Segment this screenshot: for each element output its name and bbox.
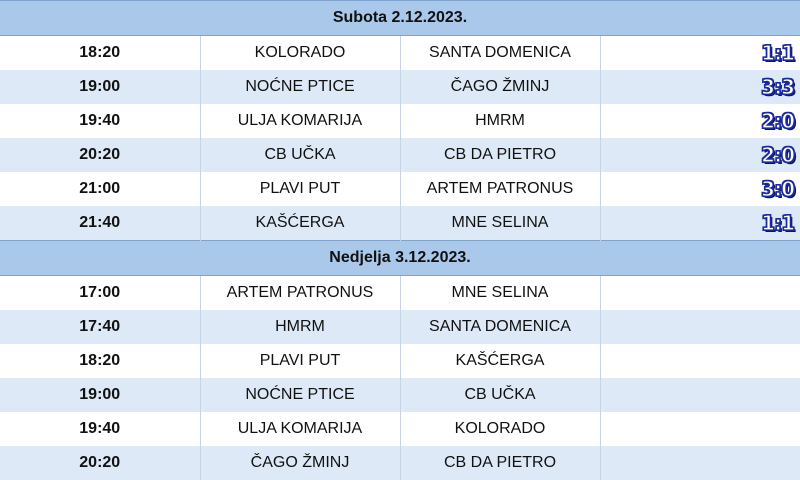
day-header: Nedjelja 3.12.2023. — [0, 240, 800, 276]
match-time: 18:20 — [0, 35, 201, 70]
match-score-cell: 3:0 — [600, 172, 800, 206]
away-team: ARTEM PATRONUS — [400, 172, 601, 206]
match-row: 19:40 ULJA KOMARIJA KOLORADO — [0, 412, 800, 446]
match-row: 18:20 KOLORADO SANTA DOMENICA 1:1 — [0, 35, 800, 70]
match-time: 19:00 — [0, 378, 201, 412]
match-score: 1:1 — [761, 210, 796, 235]
match-row: 19:00 NOĆNE PTICE CB UČKA — [0, 378, 800, 412]
away-team: HMRM — [400, 104, 601, 138]
match-row: 18:20 PLAVI PUT KAŠĆERGA — [0, 344, 800, 378]
home-team: ULJA KOMARIJA — [200, 412, 401, 446]
home-team: NOĆNE PTICE — [200, 70, 401, 104]
match-score-cell: 1:1 — [600, 35, 800, 70]
match-row: 20:20 ČAGO ŽMINJ CB DA PIETRO — [0, 446, 800, 480]
home-team: CB UČKA — [200, 138, 401, 172]
home-team: ARTEM PATRONUS — [200, 275, 401, 310]
home-team: PLAVI PUT — [200, 344, 401, 378]
match-time: 19:40 — [0, 412, 201, 446]
match-time: 17:00 — [0, 275, 201, 310]
match-time: 19:40 — [0, 104, 201, 138]
match-row: 20:20 CB UČKA CB DA PIETRO 2:0 — [0, 138, 800, 172]
match-score-cell — [600, 446, 800, 480]
match-score: 2:0 — [761, 108, 796, 133]
away-team: MNE SELINA — [400, 206, 601, 241]
home-team: ČAGO ŽMINJ — [200, 446, 401, 480]
home-team: PLAVI PUT — [200, 172, 401, 206]
away-team: CB DA PIETRO — [400, 138, 601, 172]
match-score: 2:0 — [761, 142, 796, 167]
day-header-row: Subota 2.12.2023. — [0, 0, 800, 36]
match-score: 1:1 — [761, 40, 796, 65]
away-team: MNE SELINA — [400, 275, 601, 310]
match-score: 3:0 — [761, 176, 796, 201]
away-team: KAŠĆERGA — [400, 344, 601, 378]
match-score-cell: 1:1 — [600, 206, 800, 241]
away-team: SANTA DOMENICA — [400, 35, 601, 70]
match-time: 20:20 — [0, 446, 201, 480]
away-team: CB DA PIETRO — [400, 446, 601, 480]
match-score-cell — [600, 275, 800, 310]
away-team: ČAGO ŽMINJ — [400, 70, 601, 104]
match-score-cell — [600, 378, 800, 412]
away-team: SANTA DOMENICA — [400, 310, 601, 344]
match-time: 19:00 — [0, 70, 201, 104]
match-score: 3:3 — [761, 74, 796, 99]
match-row: 19:00 NOĆNE PTICE ČAGO ŽMINJ 3:3 — [0, 70, 800, 104]
away-team: CB UČKA — [400, 378, 601, 412]
match-score-cell — [600, 344, 800, 378]
home-team: NOĆNE PTICE — [200, 378, 401, 412]
match-time: 21:00 — [0, 172, 201, 206]
home-team: HMRM — [200, 310, 401, 344]
match-score-cell: 2:0 — [600, 138, 800, 172]
home-team: KOLORADO — [200, 35, 401, 70]
day-header-row: Nedjelja 3.12.2023. — [0, 240, 800, 276]
match-row: 21:40 KAŠĆERGA MNE SELINA 1:1 — [0, 206, 800, 241]
match-score-cell — [600, 310, 800, 344]
match-score-cell — [600, 412, 800, 446]
match-row: 19:40 ULJA KOMARIJA HMRM 2:0 — [0, 104, 800, 138]
match-row: 17:00 ARTEM PATRONUS MNE SELINA — [0, 275, 800, 310]
away-team: KOLORADO — [400, 412, 601, 446]
match-row: 17:40 HMRM SANTA DOMENICA — [0, 310, 800, 344]
match-time: 20:20 — [0, 138, 201, 172]
match-score-cell: 2:0 — [600, 104, 800, 138]
home-team: KAŠĆERGA — [200, 206, 401, 241]
day-header: Subota 2.12.2023. — [0, 0, 800, 36]
match-time: 18:20 — [0, 344, 201, 378]
match-time: 17:40 — [0, 310, 201, 344]
home-team: ULJA KOMARIJA — [200, 104, 401, 138]
match-time: 21:40 — [0, 206, 201, 241]
match-row: 21:00 PLAVI PUT ARTEM PATRONUS 3:0 — [0, 172, 800, 206]
match-score-cell: 3:3 — [600, 70, 800, 104]
